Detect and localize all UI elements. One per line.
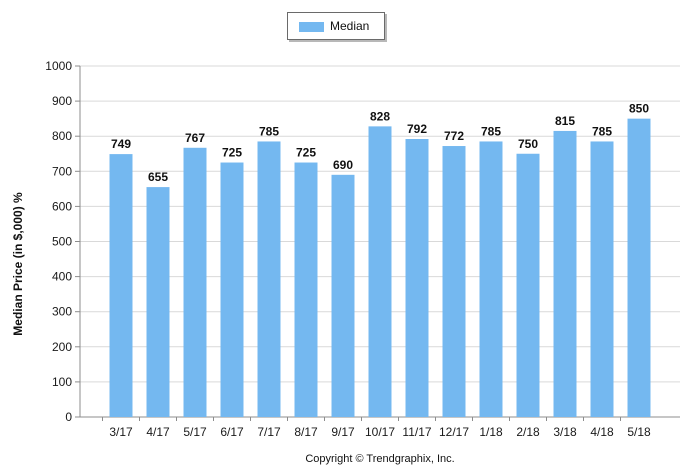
x-tick-label: 6/17 xyxy=(220,425,244,439)
x-tick-label: 10/17 xyxy=(365,425,395,439)
bar xyxy=(257,141,281,417)
x-tick-label: 2/18 xyxy=(516,425,540,439)
data-label: 750 xyxy=(518,137,538,151)
legend: Median xyxy=(287,12,385,40)
data-label: 828 xyxy=(370,109,390,123)
x-tick-label: 4/18 xyxy=(590,425,614,439)
data-label: 785 xyxy=(259,124,279,138)
y-tick-label: 0 xyxy=(65,410,72,424)
x-tick-label: 3/18 xyxy=(553,425,577,439)
bar xyxy=(442,146,466,417)
bar xyxy=(516,153,540,417)
y-tick-label: 600 xyxy=(52,199,72,213)
x-tick-label: 4/17 xyxy=(146,425,170,439)
axes: 0 100 200 300 400 500 600 700 800 900 1000 3/17 4/17… xyxy=(45,59,680,439)
data-label: 725 xyxy=(296,146,316,160)
x-tick-label: 5/18 xyxy=(627,425,651,439)
copyright-text: Copyright © Trendgraphix, Inc. xyxy=(305,453,454,465)
bar xyxy=(331,174,355,417)
bar xyxy=(109,154,133,417)
y-axis-title: Median Price (in $,000) % xyxy=(11,192,25,336)
bar xyxy=(183,147,207,417)
y-tick-label: 100 xyxy=(52,375,72,389)
y-tick-label: 900 xyxy=(52,94,72,108)
data-label: 749 xyxy=(111,137,131,151)
bar xyxy=(220,162,244,417)
data-labels: 749 655 767 725 785 725 690 828 792 772 785 750 815 7… xyxy=(111,102,649,184)
bar xyxy=(553,130,577,417)
data-label: 767 xyxy=(185,131,205,145)
x-tick-label: 12/17 xyxy=(439,425,469,439)
y-tick-label: 700 xyxy=(52,164,72,178)
data-label: 792 xyxy=(407,122,427,136)
data-label: 690 xyxy=(333,158,353,172)
data-label: 655 xyxy=(148,170,168,184)
bar xyxy=(590,141,614,417)
y-tick-label: 500 xyxy=(52,235,72,249)
data-label: 850 xyxy=(629,102,649,116)
data-label: 785 xyxy=(592,124,612,138)
x-tick-label: 3/17 xyxy=(109,425,133,439)
y-tick-label: 800 xyxy=(52,129,72,143)
data-label: 725 xyxy=(222,146,242,160)
x-tick-label: 8/17 xyxy=(294,425,318,439)
bar xyxy=(627,118,651,418)
data-label: 815 xyxy=(555,114,575,128)
x-tick-label: 1/18 xyxy=(479,425,503,439)
y-tick-label: 200 xyxy=(52,340,72,354)
bar xyxy=(479,141,503,417)
legend-label-median: Median xyxy=(330,19,370,33)
y-tick-label: 1000 xyxy=(45,59,72,73)
x-tick-label: 7/17 xyxy=(257,425,281,439)
y-tick-label: 300 xyxy=(52,305,72,319)
bar xyxy=(146,187,170,417)
bars xyxy=(109,118,651,418)
x-tick-label: 5/17 xyxy=(183,425,207,439)
x-tick-label: 11/17 xyxy=(402,425,431,439)
y-tick-label: 400 xyxy=(52,270,72,284)
bar xyxy=(405,139,429,417)
bar xyxy=(368,126,392,417)
data-label: 785 xyxy=(481,124,501,138)
bar xyxy=(294,162,318,417)
data-label: 772 xyxy=(444,129,464,143)
x-tick-label: 9/17 xyxy=(331,425,355,439)
legend-swatch-median xyxy=(299,22,324,32)
